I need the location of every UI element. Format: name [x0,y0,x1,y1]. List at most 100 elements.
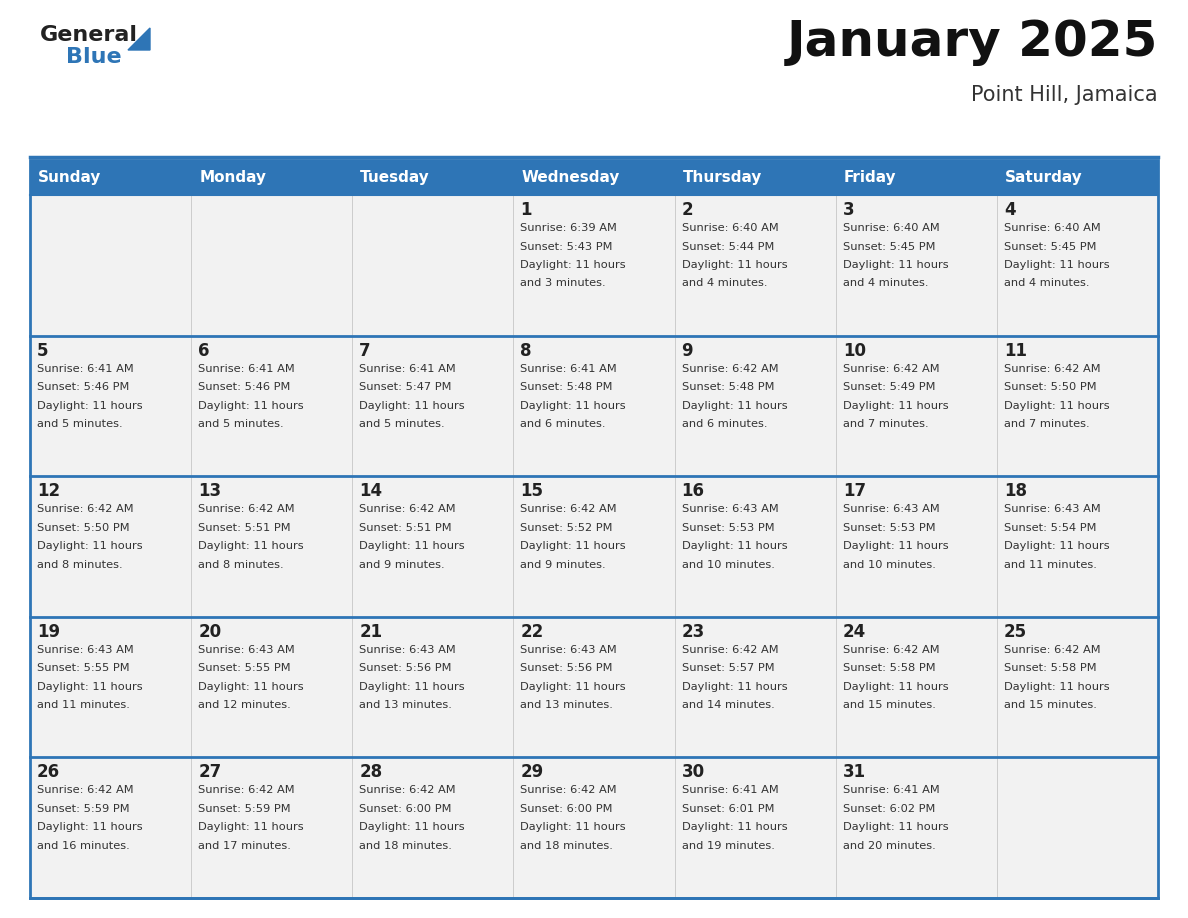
Text: 22: 22 [520,622,544,641]
Text: 24: 24 [842,622,866,641]
Text: 28: 28 [359,764,383,781]
Text: Daylight: 11 hours: Daylight: 11 hours [1004,400,1110,410]
Text: Daylight: 11 hours: Daylight: 11 hours [37,682,143,692]
Text: 20: 20 [198,622,221,641]
Bar [675,757,835,898]
Text: Sunrise: 6:41 AM: Sunrise: 6:41 AM [842,786,940,795]
Bar [191,476,353,617]
Text: Sunrise: 6:39 AM: Sunrise: 6:39 AM [520,223,618,233]
Text: Sunset: 5:51 PM: Sunset: 5:51 PM [198,522,291,532]
Bar [835,195,997,336]
Bar [997,476,1158,617]
Text: 30: 30 [682,764,704,781]
Text: Sunset: 5:46 PM: Sunset: 5:46 PM [198,382,291,392]
Text: Sunset: 5:56 PM: Sunset: 5:56 PM [520,664,613,673]
Polygon shape [128,28,150,50]
Text: Sunrise: 6:42 AM: Sunrise: 6:42 AM [1004,644,1100,655]
Bar [675,476,835,617]
Bar [191,336,353,476]
Text: and 19 minutes.: and 19 minutes. [682,841,775,851]
Text: Daylight: 11 hours: Daylight: 11 hours [1004,542,1110,551]
Bar [675,195,835,336]
Text: and 9 minutes.: and 9 minutes. [520,560,606,570]
Bar [835,476,997,617]
Text: Daylight: 11 hours: Daylight: 11 hours [682,823,788,833]
Text: 2: 2 [682,201,693,219]
Bar [835,757,997,898]
Text: 29: 29 [520,764,544,781]
Bar [997,617,1158,757]
Text: Daylight: 11 hours: Daylight: 11 hours [1004,260,1110,270]
Text: Daylight: 11 hours: Daylight: 11 hours [842,682,948,692]
Text: Daylight: 11 hours: Daylight: 11 hours [842,823,948,833]
Text: Sunrise: 6:42 AM: Sunrise: 6:42 AM [520,786,617,795]
Text: Sunset: 5:58 PM: Sunset: 5:58 PM [1004,664,1097,673]
Text: Sunrise: 6:43 AM: Sunrise: 6:43 AM [842,504,940,514]
Text: 26: 26 [37,764,61,781]
Text: Point Hill, Jamaica: Point Hill, Jamaica [972,85,1158,105]
Text: Saturday: Saturday [1005,170,1082,185]
Text: and 4 minutes.: and 4 minutes. [682,278,767,288]
Text: Sunset: 6:02 PM: Sunset: 6:02 PM [842,804,935,814]
Text: and 9 minutes.: and 9 minutes. [359,560,446,570]
Text: 5: 5 [37,341,49,360]
Text: Sunrise: 6:42 AM: Sunrise: 6:42 AM [682,644,778,655]
Text: Sunset: 5:48 PM: Sunset: 5:48 PM [682,382,775,392]
Text: Sunrise: 6:43 AM: Sunrise: 6:43 AM [359,644,456,655]
Text: and 15 minutes.: and 15 minutes. [842,700,936,711]
Text: Sunrise: 6:42 AM: Sunrise: 6:42 AM [359,786,456,795]
Text: Sunset: 5:46 PM: Sunset: 5:46 PM [37,382,129,392]
Text: Sunrise: 6:43 AM: Sunrise: 6:43 AM [520,644,618,655]
Text: Daylight: 11 hours: Daylight: 11 hours [842,260,948,270]
Text: 15: 15 [520,482,543,500]
Text: Daylight: 11 hours: Daylight: 11 hours [682,400,788,410]
Text: Sunset: 5:55 PM: Sunset: 5:55 PM [37,664,129,673]
Text: and 5 minutes.: and 5 minutes. [37,420,122,429]
Text: Sunrise: 6:42 AM: Sunrise: 6:42 AM [1004,364,1100,374]
Text: 11: 11 [1004,341,1026,360]
Bar [30,476,191,617]
Text: and 4 minutes.: and 4 minutes. [842,278,928,288]
Text: Sunrise: 6:41 AM: Sunrise: 6:41 AM [520,364,618,374]
Text: Friday: Friday [843,170,896,185]
Text: and 14 minutes.: and 14 minutes. [682,700,775,711]
Text: Daylight: 11 hours: Daylight: 11 hours [682,682,788,692]
Text: and 18 minutes.: and 18 minutes. [359,841,453,851]
Text: Sunrise: 6:43 AM: Sunrise: 6:43 AM [198,644,295,655]
Text: and 11 minutes.: and 11 minutes. [37,700,129,711]
Text: Sunrise: 6:41 AM: Sunrise: 6:41 AM [37,364,134,374]
Bar [513,160,675,195]
Text: Sunset: 6:00 PM: Sunset: 6:00 PM [359,804,451,814]
Bar [675,617,835,757]
Bar [191,617,353,757]
Text: Sunrise: 6:43 AM: Sunrise: 6:43 AM [37,644,134,655]
Text: Sunset: 6:01 PM: Sunset: 6:01 PM [682,804,775,814]
Text: 21: 21 [359,622,383,641]
Text: Daylight: 11 hours: Daylight: 11 hours [37,823,143,833]
Bar [353,617,513,757]
Bar [30,617,191,757]
Bar [997,195,1158,336]
Bar [997,160,1158,195]
Text: and 17 minutes.: and 17 minutes. [198,841,291,851]
Bar [191,757,353,898]
Text: Sunrise: 6:41 AM: Sunrise: 6:41 AM [682,786,778,795]
Text: and 3 minutes.: and 3 minutes. [520,278,606,288]
Text: Sunrise: 6:40 AM: Sunrise: 6:40 AM [1004,223,1100,233]
Text: Thursday: Thursday [683,170,762,185]
Bar [30,160,191,195]
Text: Sunrise: 6:40 AM: Sunrise: 6:40 AM [842,223,940,233]
Text: 4: 4 [1004,201,1016,219]
Text: Sunset: 5:44 PM: Sunset: 5:44 PM [682,241,773,252]
Text: Sunset: 5:45 PM: Sunset: 5:45 PM [1004,241,1097,252]
Text: Daylight: 11 hours: Daylight: 11 hours [682,542,788,551]
Text: 3: 3 [842,201,854,219]
Text: Daylight: 11 hours: Daylight: 11 hours [520,400,626,410]
Text: Sunrise: 6:42 AM: Sunrise: 6:42 AM [37,504,133,514]
Bar [835,617,997,757]
Text: Sunset: 6:00 PM: Sunset: 6:00 PM [520,804,613,814]
Text: Sunset: 5:43 PM: Sunset: 5:43 PM [520,241,613,252]
Text: and 18 minutes.: and 18 minutes. [520,841,613,851]
Text: Sunrise: 6:42 AM: Sunrise: 6:42 AM [842,644,940,655]
Text: and 7 minutes.: and 7 minutes. [1004,420,1089,429]
